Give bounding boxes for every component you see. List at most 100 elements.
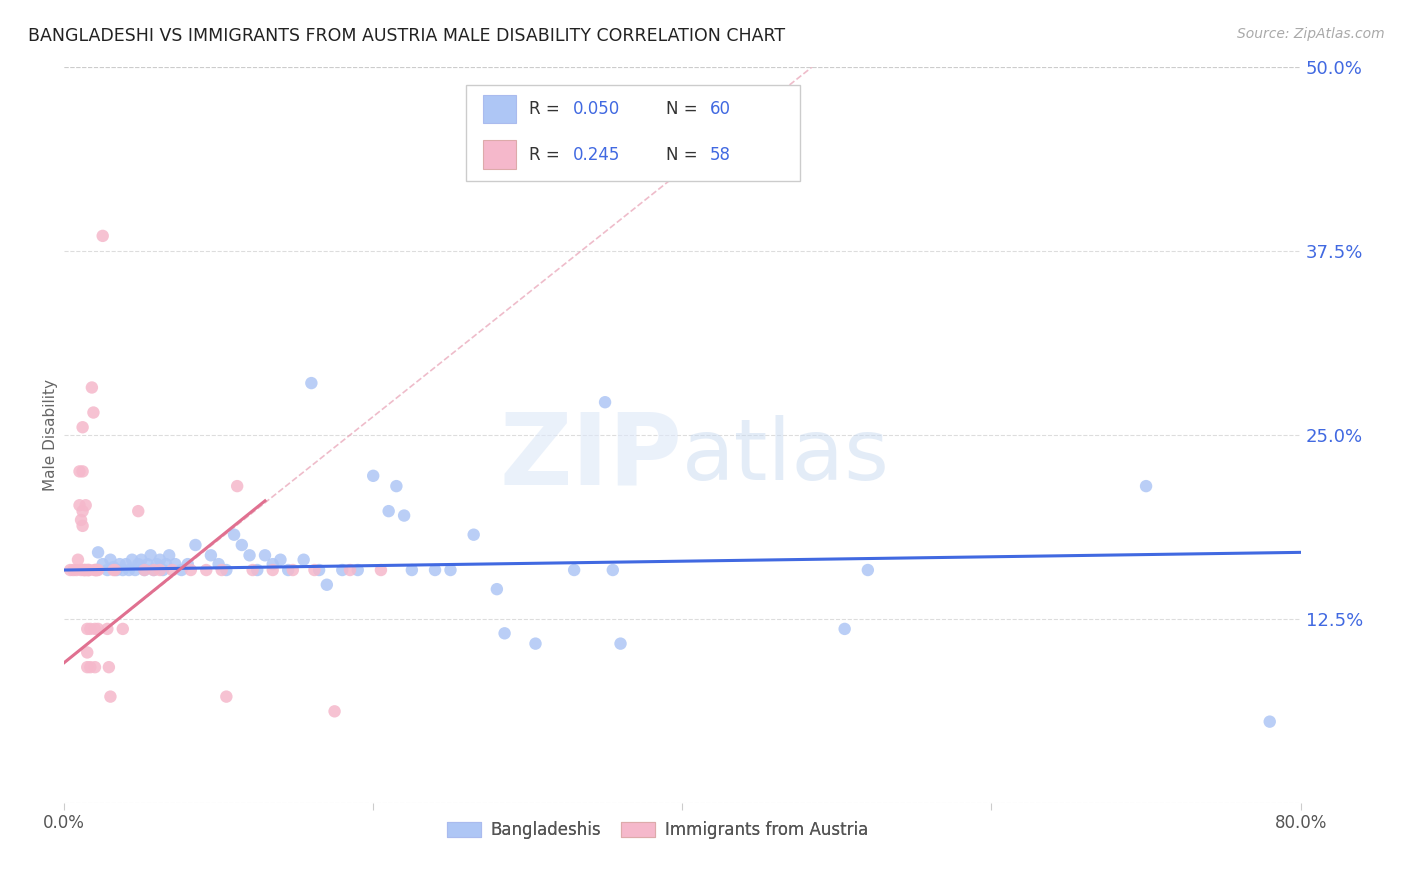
Point [330,563,353,577]
Point [72,519,94,533]
Point [66,552,89,566]
Point [207,557,229,571]
Legend: Bangladeshis, Immigrants from Austria: Bangladeshis, Immigrants from Austria [440,814,875,846]
Point [80,380,103,394]
Point [118,563,141,577]
Point [226,479,249,493]
Point [79,660,101,674]
Point [253,549,276,563]
Point [75,563,97,577]
Point [142,563,165,577]
Point [152,563,174,577]
Point [86,563,108,577]
Point [59,563,82,577]
Point [65,563,87,577]
Point [494,626,516,640]
Point [238,549,260,563]
Point [87,545,110,559]
Point [165,557,187,571]
Point [104,563,127,577]
Point [277,563,299,577]
Point [200,549,222,563]
Point [155,557,177,571]
Point [269,552,291,566]
Point [184,538,207,552]
Point [609,637,631,651]
Point [69,498,91,512]
Point [76,622,98,636]
Point [339,563,361,577]
Point [86,563,108,577]
Point [62,563,84,577]
Point [177,557,200,571]
Point [96,563,118,577]
Point [292,552,315,566]
Point [91,557,114,571]
Point [262,563,284,577]
Point [346,563,368,577]
Point [231,538,253,552]
Point [70,563,93,577]
Point [72,420,94,434]
Point [299,376,322,390]
Point [77,563,100,577]
Point [524,637,547,651]
Point [211,563,233,577]
Point [79,622,101,636]
Point [162,563,184,577]
Point [77,563,100,577]
Point [87,563,110,577]
Point [72,504,94,518]
Point [401,563,423,577]
Point [242,563,264,577]
Point [111,563,134,577]
Text: Source: ZipAtlas.com: Source: ZipAtlas.com [1237,27,1385,41]
Point [84,660,107,674]
Point [97,660,120,674]
Point [76,645,98,659]
Point [562,563,585,577]
Point [423,563,446,577]
Point [485,582,508,596]
Text: ZIP: ZIP [499,409,682,505]
Point [69,464,91,478]
Point [142,563,165,577]
Point [195,563,218,577]
Point [139,549,162,563]
Point [463,527,485,541]
Point [146,557,169,571]
Point [1135,479,1157,493]
Point [115,557,138,571]
Point [281,563,304,577]
Point [222,527,245,541]
Point [593,395,616,409]
Point [84,563,107,577]
Point [392,508,415,523]
Point [73,563,96,577]
Point [70,513,93,527]
Point [149,552,172,566]
Point [856,563,879,577]
Point [127,504,149,518]
Text: BANGLADESHI VS IMMIGRANTS FROM AUSTRIA MALE DISABILITY CORRELATION CHART: BANGLADESHI VS IMMIGRANTS FROM AUSTRIA M… [28,27,785,45]
Point [180,563,202,577]
Point [134,563,156,577]
Point [1258,714,1281,729]
Point [127,557,149,571]
Point [76,563,98,577]
Point [149,563,172,577]
Point [124,563,146,577]
Point [103,563,125,577]
Point [84,563,107,577]
Point [87,622,110,636]
Point [308,563,330,577]
Point [315,578,337,592]
Point [246,563,269,577]
Point [84,622,107,636]
Point [304,563,326,577]
Point [82,405,104,419]
Point [75,498,97,512]
Point [131,552,153,566]
Point [103,560,125,574]
Point [215,563,238,577]
